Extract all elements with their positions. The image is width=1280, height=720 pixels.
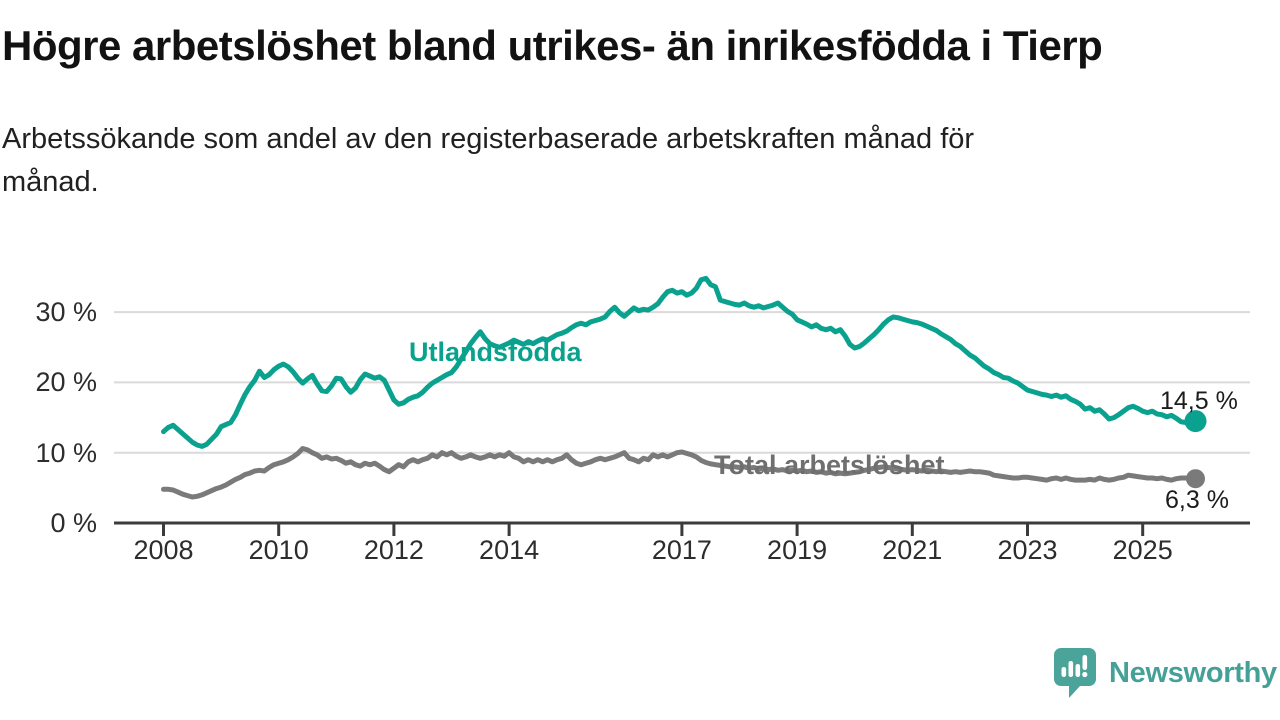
x-tick-label-2010: 2010 (248, 535, 309, 565)
subtitle-line-2: månad. (2, 166, 99, 198)
series-line-utlandsfodda (161, 275, 1198, 449)
y-tick-label-30: 30 % (35, 297, 97, 328)
newsworthy-wordmark: Newsworthy (1109, 656, 1277, 689)
end-value-total-arbetsloshet: 6,3 % (1165, 486, 1229, 514)
x-tick-label-2025: 2025 (1112, 535, 1173, 565)
series-end-dot-total (1186, 469, 1205, 489)
x-tick-label-2023: 2023 (997, 535, 1058, 565)
y-tick-label-0: 0 % (50, 508, 97, 538)
x-tick-label-2008: 2008 (133, 535, 194, 565)
series-end-dot-utlandsfodda (1184, 410, 1207, 433)
subtitle-line-1: Arbetssökande som andel av den registerb… (2, 123, 975, 155)
y-tick-label-10: 10 % (35, 437, 97, 468)
x-tick-label-2021: 2021 (882, 535, 943, 565)
page-title: Högre arbetslöshet bland utrikes- än inr… (2, 22, 1103, 69)
series-label-total-arbetsloshet: Total arbetslöshet (714, 450, 945, 480)
newsworthy-speech-bubble-chart-icon (1054, 648, 1096, 698)
newsworthy-logo: Newsworthy (1052, 646, 1277, 700)
end-value-utlandsfodda: 14,5 % (1160, 387, 1238, 415)
x-tick-label-2017: 2017 (651, 535, 712, 565)
x-tick-label-2014: 2014 (479, 535, 540, 565)
x-tick-label-2019: 2019 (767, 535, 828, 565)
x-tick-label-2012: 2012 (363, 535, 424, 565)
series-line-total (161, 446, 1198, 500)
series-label-utlandsfodda: Utlandsfödda (409, 337, 582, 367)
y-tick-label-20: 20 % (35, 367, 97, 398)
